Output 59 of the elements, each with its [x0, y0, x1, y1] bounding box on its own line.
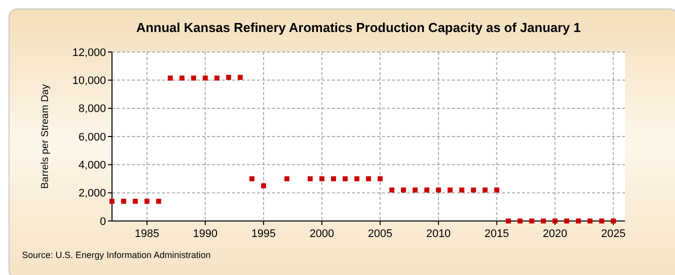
point	[331, 176, 336, 182]
point	[132, 198, 138, 204]
point	[588, 218, 593, 224]
point	[261, 183, 266, 188]
point	[564, 218, 570, 224]
point	[412, 188, 418, 193]
source-note: Source: U.S. Energy Information Administration	[22, 250, 211, 260]
point	[576, 218, 581, 224]
point	[319, 176, 324, 182]
point	[308, 176, 313, 182]
point	[400, 188, 406, 193]
x-tick-label: 2015	[484, 228, 509, 240]
point	[389, 188, 394, 193]
point	[424, 188, 430, 193]
point	[518, 218, 523, 224]
x-tick-label: 1990	[193, 228, 218, 240]
point	[110, 198, 114, 204]
y-tick-label: 8,000	[78, 103, 106, 116]
point	[494, 188, 500, 193]
point	[482, 188, 488, 193]
point	[214, 76, 220, 81]
point	[354, 176, 360, 182]
point	[366, 176, 371, 182]
x-tick-label: 2000	[310, 228, 334, 240]
y-tick-label: 0	[100, 216, 106, 228]
point	[121, 198, 126, 204]
point	[529, 218, 534, 224]
point	[144, 198, 150, 204]
x-tick-label: 1985	[134, 228, 160, 240]
point	[249, 176, 254, 182]
point	[506, 218, 511, 224]
point	[342, 176, 348, 182]
point	[459, 188, 464, 193]
y-tick-label: 6,000	[78, 131, 106, 144]
point	[168, 76, 173, 81]
point	[470, 188, 476, 193]
x-tick-label: 2020	[542, 228, 568, 240]
point	[378, 176, 383, 182]
y-tick-label: 2,000	[78, 188, 106, 200]
point	[179, 76, 184, 81]
x-tick-label: 1995	[251, 228, 276, 240]
point	[436, 188, 441, 193]
y-tick-label: 4,000	[78, 160, 106, 172]
point	[284, 176, 290, 182]
chart-title: Annual Kansas Refinery Aromatics Production Capacity as of January 1	[136, 20, 581, 35]
y-tick-label: 10,000	[72, 75, 106, 88]
y-tick-label: 12,000	[72, 46, 106, 59]
point	[191, 76, 196, 81]
x-tick-label: 2005	[368, 228, 392, 240]
point	[540, 218, 546, 224]
x-tick-label: 2010	[426, 228, 451, 240]
point	[226, 74, 232, 80]
point	[599, 218, 604, 224]
x-tick-label: 2025	[601, 228, 626, 240]
point	[448, 188, 453, 193]
point	[202, 76, 208, 81]
point	[238, 74, 243, 80]
point	[156, 198, 162, 204]
y-axis-title: Barrels per Stream Day	[40, 84, 51, 189]
